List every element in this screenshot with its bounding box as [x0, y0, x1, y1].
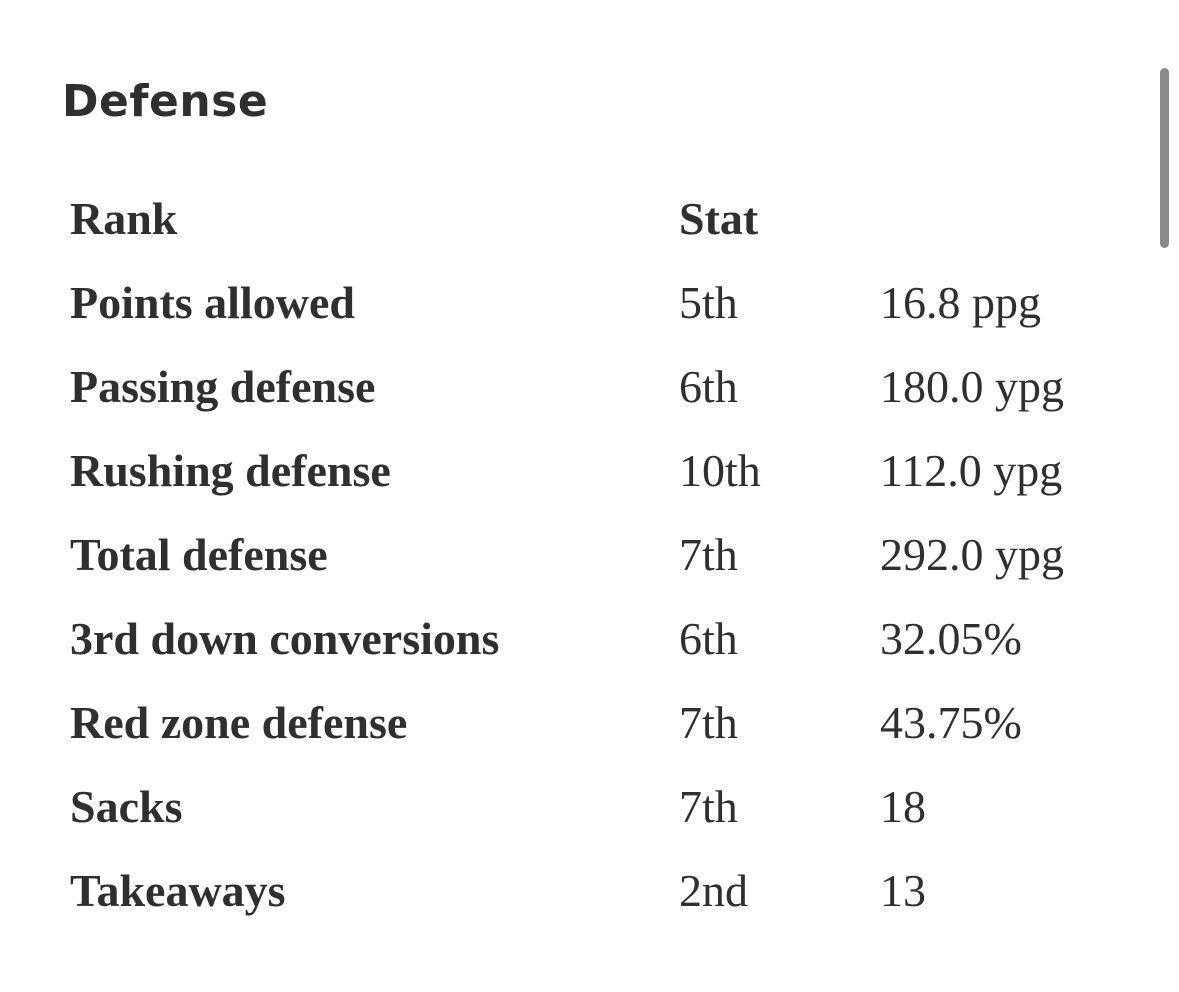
table-row: Total defense 7th 292.0 ypg — [70, 512, 1130, 596]
row-rank: 6th — [679, 612, 738, 664]
section-title: Defense — [62, 76, 269, 127]
header-stat: Stat — [679, 192, 759, 244]
row-value: 13 — [880, 864, 926, 916]
row-rank: 6th — [679, 360, 738, 412]
table-row: Passing defense 6th 180.0 ypg — [70, 344, 1130, 428]
row-rank: 7th — [679, 528, 738, 580]
vertical-scrollbar[interactable] — [1160, 68, 1169, 248]
row-value: 32.05% — [880, 612, 1022, 664]
row-value: 292.0 ypg — [880, 528, 1064, 580]
table-header-row: Rank Stat — [70, 176, 1130, 260]
row-rank: 10th — [679, 444, 761, 496]
row-value: 180.0 ypg — [880, 360, 1064, 412]
row-value: 112.0 ypg — [880, 444, 1063, 496]
row-rank: 2nd — [679, 864, 748, 916]
table-row: 3rd down conversions 6th 32.05% — [70, 596, 1130, 680]
defense-stats-table: Rank Stat Points allowed 5th 16.8 ppg Pa… — [70, 176, 1130, 932]
row-rank: 7th — [679, 696, 738, 748]
table-row: Takeaways 2nd 13 — [70, 848, 1130, 932]
row-label: Rushing defense — [70, 444, 391, 496]
row-label: Points allowed — [70, 276, 355, 328]
row-rank: 7th — [679, 780, 738, 832]
row-label: Total defense — [70, 528, 328, 580]
row-value: 43.75% — [880, 696, 1022, 748]
row-value: 16.8 ppg — [880, 276, 1041, 328]
row-value: 18 — [880, 780, 926, 832]
row-rank: 5th — [679, 276, 738, 328]
row-label: Red zone defense — [70, 696, 408, 748]
table-row: Rushing defense 10th 112.0 ypg — [70, 428, 1130, 512]
header-rank: Rank — [70, 192, 178, 244]
table-row: Sacks 7th 18 — [70, 764, 1130, 848]
table-row: Red zone defense 7th 43.75% — [70, 680, 1130, 764]
row-label: Sacks — [70, 780, 183, 832]
row-label: 3rd down conversions — [70, 612, 500, 664]
row-label: Takeaways — [70, 864, 286, 916]
table-row: Points allowed 5th 16.8 ppg — [70, 260, 1130, 344]
row-label: Passing defense — [70, 360, 376, 412]
